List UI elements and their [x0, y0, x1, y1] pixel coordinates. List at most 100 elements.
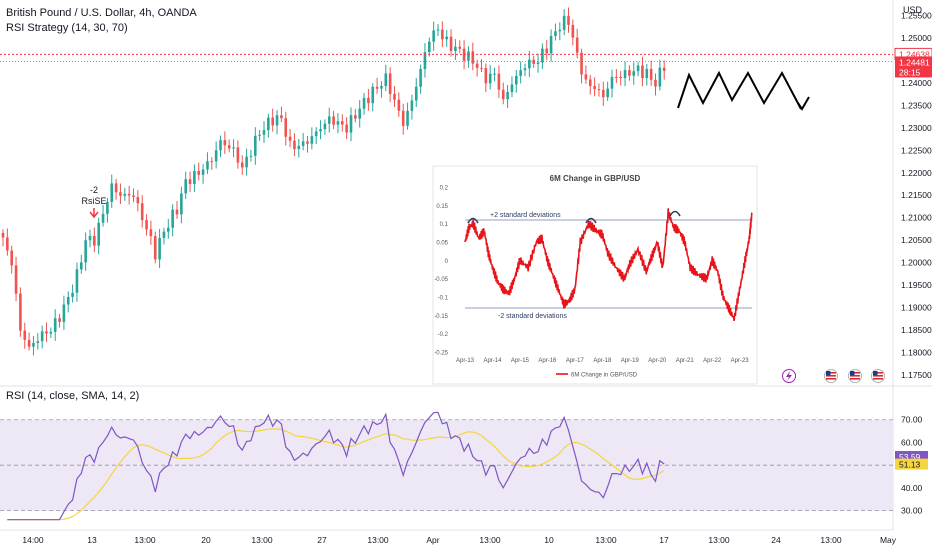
- rsi-sma-line: [7, 428, 665, 521]
- us-flag-icon[interactable]: [871, 369, 885, 383]
- candle-body: [280, 115, 283, 119]
- inset-chart: 6M Change in GBP/USD 0.2 0.15 0.1 0.05 0 -0.05…: [432, 165, 758, 385]
- candle-body: [345, 124, 348, 133]
- candle-body: [602, 89, 605, 98]
- candle-body: [454, 46, 457, 52]
- candle-body: [628, 70, 631, 76]
- time-tick-label: Apr: [426, 535, 439, 545]
- time-tick-label: 13:00: [708, 535, 730, 545]
- inset-std-label: -2 standard deviations: [498, 313, 567, 320]
- candle-body: [388, 73, 392, 94]
- candle-body: [536, 62, 540, 65]
- candle-body: [132, 195, 135, 198]
- candle-body: [145, 220, 148, 230]
- us-flag-icon[interactable]: [848, 369, 862, 383]
- time-tick-label: 13:00: [367, 535, 389, 545]
- rsi-pane-title[interactable]: RSI (14, close, SMA, 14, 2): [6, 390, 140, 402]
- candle-body: [110, 183, 114, 202]
- candle-body: [14, 265, 18, 294]
- candle-body: [6, 237, 9, 251]
- candle-body: [575, 37, 579, 53]
- candle-body: [545, 48, 549, 54]
- candle-body: [236, 147, 240, 163]
- candle-body: [362, 97, 366, 109]
- candle-body: [171, 209, 174, 228]
- candle-body: [484, 68, 488, 84]
- candle-body: [271, 117, 274, 126]
- candle-body: [341, 121, 344, 125]
- candle-body: [532, 59, 535, 65]
- inset-y-tick: 0.15: [436, 204, 448, 210]
- rsi-sma-value-label: 51.13: [899, 460, 921, 470]
- inset-y-tick: 0.2: [440, 186, 449, 192]
- candle-body: [475, 63, 479, 68]
- inset-y-tick: -0.05: [434, 277, 448, 283]
- inset-x-tick: Apr-22: [703, 358, 722, 364]
- candle-body: [623, 70, 627, 79]
- candle-body: [106, 201, 109, 214]
- candle-body: [541, 48, 544, 63]
- rsi-value-box: [895, 451, 928, 463]
- candle-body: [66, 296, 70, 305]
- signal-name-text: RsiSE: [81, 196, 106, 206]
- price-tick-label: 1.19500: [901, 280, 932, 290]
- candle-body: [580, 52, 583, 75]
- price-tick-label: 1.18500: [901, 325, 932, 335]
- candle-body: [506, 92, 509, 100]
- candle-body: [149, 229, 153, 237]
- candle-body: [62, 304, 66, 322]
- candle-body: [184, 179, 187, 194]
- rsi-tick-label: 70.00: [901, 415, 923, 425]
- candle-body: [645, 68, 649, 79]
- candle-body: [419, 69, 422, 87]
- candle-body: [480, 67, 483, 69]
- candle-body: [414, 86, 418, 101]
- inset-y-tick: 0.05: [436, 241, 448, 247]
- candle-body: [258, 134, 261, 136]
- candle-body: [662, 67, 666, 71]
- candle-body: [88, 236, 92, 241]
- candle-body: [214, 150, 218, 162]
- event-icons[interactable]: [782, 369, 885, 383]
- rsi-line: [7, 411, 665, 521]
- candle-body: [232, 147, 235, 149]
- candle-body: [75, 269, 79, 293]
- candle-body: [467, 51, 470, 61]
- us-flag-icon[interactable]: [824, 369, 838, 383]
- time-tick-label: 13:00: [595, 535, 617, 545]
- current-price-label: 1.24481: [899, 57, 930, 67]
- candle-body: [306, 141, 309, 144]
- inset-x-tick: Apr-15: [511, 358, 530, 364]
- lightning-event-icon[interactable]: [782, 369, 796, 383]
- candle-body: [393, 93, 396, 100]
- candle-body: [10, 250, 13, 266]
- candle-body: [140, 203, 144, 221]
- inset-y-tick: -0.2: [438, 332, 449, 338]
- candle-body: [380, 86, 383, 89]
- candle-body: [515, 75, 518, 85]
- price-axis: 1.255001.250001.245001.240001.235001.230…: [892, 0, 932, 530]
- candle-body: [249, 155, 253, 157]
- candle-body: [441, 29, 444, 40]
- inset-x-tick: Apr-21: [676, 358, 695, 364]
- candle-body: [58, 318, 61, 322]
- bar-countdown-label: 28:15: [899, 67, 921, 77]
- candle-body: [332, 116, 335, 125]
- candle-body: [262, 130, 266, 135]
- inset-x-tick: Apr-13: [456, 358, 475, 364]
- candle-body: [636, 65, 640, 72]
- time-tick-label: 17: [659, 535, 669, 545]
- rsi-tick-label: 60.00: [901, 437, 923, 447]
- strategy-label[interactable]: RSI Strategy (14, 30, 70): [6, 22, 128, 34]
- candle-body: [654, 79, 657, 87]
- inset-y-tick: 0: [445, 259, 449, 265]
- candle-body: [297, 145, 301, 150]
- inset-x-tick: Apr-16: [538, 358, 557, 364]
- candle-body: [49, 331, 53, 334]
- candle-body: [606, 88, 609, 98]
- inset-x-tick: Apr-20: [648, 358, 667, 364]
- candle-body: [349, 115, 353, 133]
- candle-body: [449, 36, 453, 52]
- candle-body: [36, 341, 40, 343]
